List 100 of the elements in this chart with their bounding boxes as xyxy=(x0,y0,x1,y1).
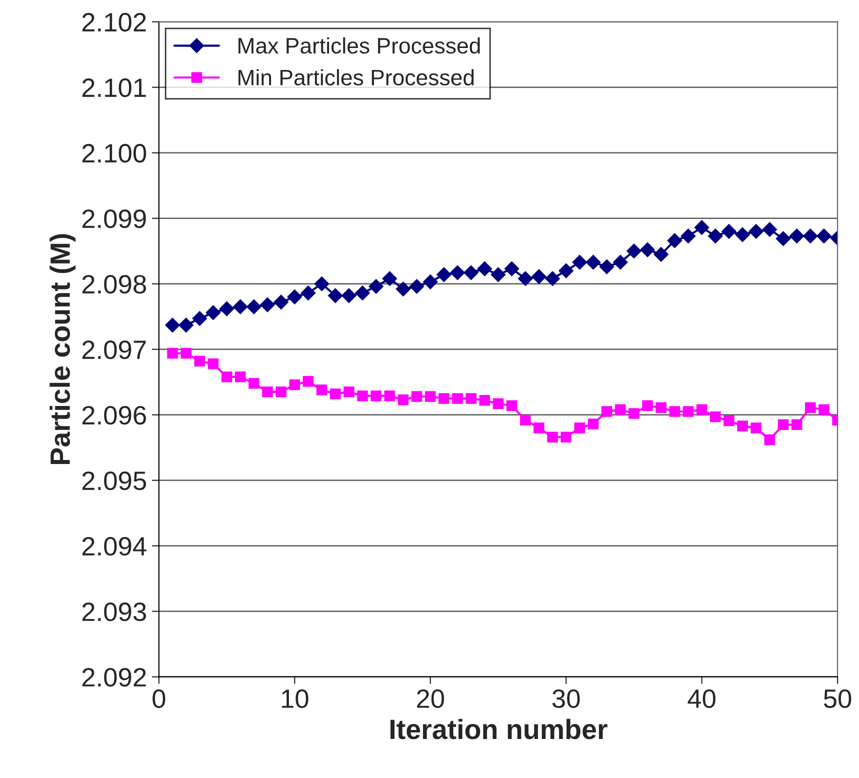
legend-label: Max Particles Processed xyxy=(238,37,480,54)
point xyxy=(409,279,424,294)
point xyxy=(466,393,476,404)
point xyxy=(778,419,789,430)
point xyxy=(626,244,642,258)
point xyxy=(167,348,178,359)
point xyxy=(776,231,791,246)
point xyxy=(680,228,696,244)
point xyxy=(411,391,422,402)
point xyxy=(464,265,478,280)
y-tick-label: 2.097 xyxy=(82,340,146,360)
point xyxy=(300,286,316,300)
point xyxy=(547,432,558,442)
point xyxy=(628,408,640,419)
point xyxy=(520,414,531,426)
x-tick-label: 50 xyxy=(824,689,852,708)
point xyxy=(194,356,206,366)
point xyxy=(490,267,506,282)
point xyxy=(368,279,384,294)
y-tick-label: 2.092 xyxy=(82,668,146,687)
point xyxy=(330,388,341,400)
point xyxy=(722,224,736,239)
point xyxy=(219,301,234,316)
point xyxy=(302,376,314,387)
y-tick-label: 2.100 xyxy=(82,144,146,163)
point xyxy=(384,390,396,402)
point xyxy=(477,261,492,276)
point xyxy=(208,358,219,370)
point xyxy=(588,418,599,430)
point xyxy=(750,422,762,434)
point xyxy=(262,386,273,398)
point xyxy=(506,400,518,412)
point xyxy=(246,299,262,314)
point xyxy=(314,276,330,292)
point xyxy=(816,228,832,244)
point xyxy=(355,286,370,300)
x-tick-label: 10 xyxy=(282,689,308,708)
y-tick-label: 2.102 xyxy=(82,12,146,32)
point xyxy=(601,406,612,417)
point xyxy=(656,402,666,414)
point xyxy=(694,220,710,235)
point xyxy=(287,290,302,304)
point xyxy=(180,348,192,359)
point xyxy=(791,419,802,430)
point xyxy=(682,406,694,417)
point xyxy=(735,227,750,242)
point xyxy=(667,233,682,248)
point xyxy=(640,242,655,258)
point xyxy=(805,402,816,414)
y-tick-label: 2.099 xyxy=(82,209,146,228)
point xyxy=(818,404,830,415)
point xyxy=(534,422,544,434)
point xyxy=(436,267,452,282)
point xyxy=(642,400,653,412)
point xyxy=(260,297,275,312)
x-axis-title: Iteration number xyxy=(390,718,608,740)
point xyxy=(276,386,286,398)
point xyxy=(422,274,438,290)
point xyxy=(612,254,628,270)
point xyxy=(396,282,411,296)
point xyxy=(328,288,343,303)
y-tick-label: 2.098 xyxy=(82,274,146,294)
point xyxy=(789,228,804,244)
y-tick-label: 2.096 xyxy=(82,406,146,425)
point xyxy=(669,406,680,417)
point xyxy=(708,228,723,244)
point xyxy=(382,271,398,286)
point xyxy=(232,299,248,314)
x-tick-label: 40 xyxy=(688,689,716,708)
point xyxy=(344,386,354,398)
point xyxy=(234,371,246,382)
point xyxy=(274,294,288,310)
x-tick-label: 30 xyxy=(552,689,580,708)
x-tick-label: 0 xyxy=(152,689,166,708)
point xyxy=(221,371,232,382)
point xyxy=(479,395,490,406)
point xyxy=(710,411,721,422)
point xyxy=(248,378,260,389)
point xyxy=(192,311,208,326)
point xyxy=(558,263,574,278)
point xyxy=(357,390,368,402)
point xyxy=(545,271,560,286)
point xyxy=(599,259,614,274)
point xyxy=(586,254,601,270)
point xyxy=(696,404,708,415)
point xyxy=(178,318,194,332)
point xyxy=(518,271,533,286)
point xyxy=(614,404,626,415)
point xyxy=(452,393,463,404)
point xyxy=(724,415,734,426)
point xyxy=(492,398,504,410)
point xyxy=(398,394,409,406)
point xyxy=(574,422,586,434)
point xyxy=(342,288,356,303)
y-tick-label: 2.093 xyxy=(82,602,146,622)
point xyxy=(802,228,818,244)
point xyxy=(289,379,300,390)
point xyxy=(532,269,546,284)
point xyxy=(370,390,382,402)
point xyxy=(748,224,764,239)
